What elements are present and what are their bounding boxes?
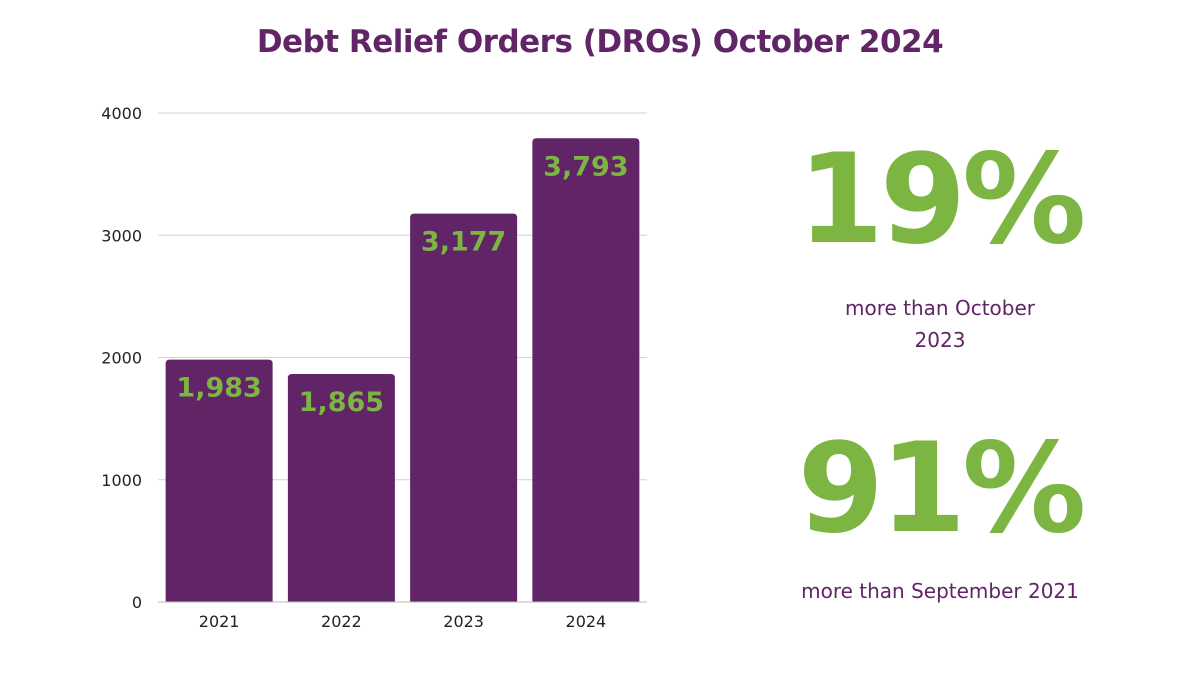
data-label: 3,793 (543, 151, 628, 182)
data-label: 1,983 (176, 373, 261, 404)
stat-october-2023: 19% more than October 2023 (790, 138, 1090, 356)
y-tick-label: 0 (132, 593, 142, 612)
x-tick-label: 2024 (566, 612, 607, 631)
bar-chart: 0 1000 2000 3000 4000 1,983 2021 1,865 2022 3,177… (101, 104, 647, 631)
y-tick-label: 2000 (101, 349, 142, 368)
x-tick-label: 2023 (443, 612, 484, 631)
bar-2021 (165, 359, 273, 602)
bar-2023 (410, 213, 518, 602)
x-tick-label: 2021 (199, 612, 240, 631)
stat-caption: more than October 2023 (844, 296, 1035, 352)
y-tick-label: 3000 (101, 226, 142, 245)
stat-value: 19% (797, 128, 1087, 272)
stat-september-2021: 91% more than September 2021 (760, 427, 1120, 607)
y-tick-label: 1000 (101, 471, 142, 490)
data-label: 1,865 (299, 387, 384, 418)
y-tick-label: 4000 (101, 104, 142, 123)
stat-caption: more than September 2021 (801, 579, 1079, 603)
page-title: Debt Relief Orders (DROs) October 2024 (256, 24, 944, 60)
bar-2024 (532, 138, 640, 602)
stat-value: 91% (797, 417, 1087, 561)
data-label: 3,177 (421, 227, 506, 258)
x-tick-label: 2022 (321, 612, 362, 631)
bar-2022 (287, 374, 395, 602)
